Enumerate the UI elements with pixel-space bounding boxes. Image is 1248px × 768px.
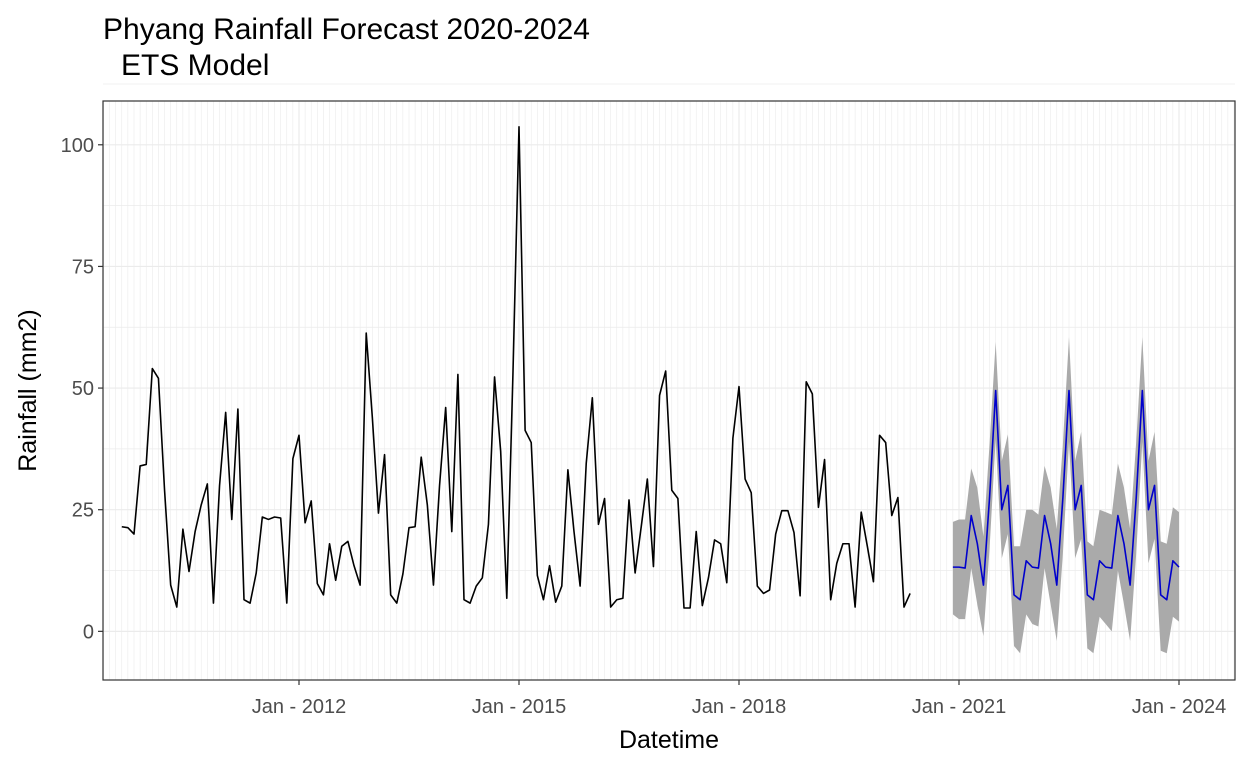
forecast-rainfall-line (952, 389, 1180, 601)
chart-title-block: Phyang Rainfall Forecast 2020-2024 ETS Mo… (103, 12, 590, 84)
y-tick-label: 25 (72, 500, 94, 522)
x-tick-label: Jan - 2012 (252, 696, 347, 718)
observed-rainfall-line (121, 125, 911, 609)
x-axis: Jan - 2012 Jan - 2015 Jan - 2018 Jan - 2021… (252, 680, 1227, 718)
series-lines-layer (121, 125, 1180, 609)
forecast-interval-layer (952, 336, 1179, 654)
chart-subtitle: ETS Model (121, 49, 270, 82)
x-tick-label: Jan - 2018 (692, 696, 787, 718)
x-tick-label: Jan - 2021 (912, 696, 1007, 718)
forecast-interval-band (952, 336, 1179, 654)
major-gridlines (103, 101, 1235, 680)
x-axis-title: Datetime (619, 726, 719, 754)
y-tick-label: 75 (72, 256, 94, 278)
chart-title: Phyang Rainfall Forecast 2020-2024 (103, 13, 590, 46)
x-tick-label: Jan - 2024 (1132, 696, 1227, 718)
plot-panel-border (102, 100, 1236, 681)
x-tick-label: Jan - 2015 (472, 696, 567, 718)
y-axis-title: Rainfall (mm2) (14, 309, 42, 472)
y-tick-label: 50 (72, 378, 94, 400)
y-axis: 0 25 50 75 100 (61, 135, 103, 643)
minor-gridlines (103, 83, 1235, 680)
y-tick-label: 0 (83, 621, 94, 643)
y-tick-label: 100 (61, 135, 94, 157)
